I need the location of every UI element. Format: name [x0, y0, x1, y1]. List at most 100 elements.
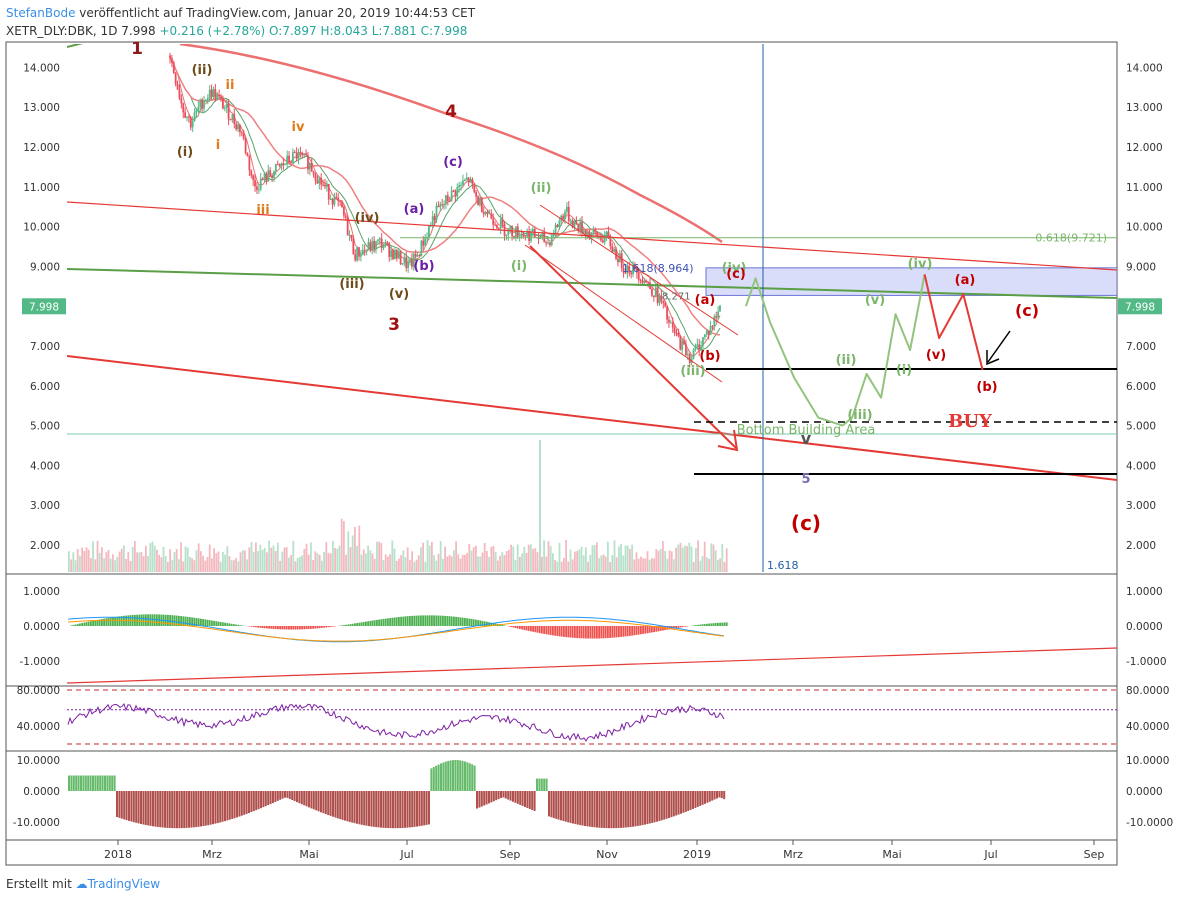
macd-hist-bar	[193, 617, 196, 626]
wave-label: (i)	[511, 259, 527, 274]
candle-body	[530, 232, 532, 241]
candle-body	[392, 250, 394, 260]
osc-bar	[94, 775, 97, 791]
wave-label: (iii)	[680, 364, 705, 379]
volume-bar	[318, 554, 321, 572]
macd-hist-bar	[329, 626, 332, 627]
candle-body	[686, 354, 689, 356]
volume-bar	[123, 545, 125, 572]
volume-bar	[706, 557, 708, 572]
macd-hist-bar	[455, 616, 457, 626]
macd-hist-bar	[479, 620, 482, 626]
macd-hist-bar	[629, 626, 631, 636]
macd-hist-bar	[149, 614, 152, 626]
macd-hist-bar	[189, 617, 191, 626]
macd-hist-bar	[98, 619, 101, 626]
macd-hist-bar	[151, 614, 154, 626]
candle-body	[273, 171, 275, 179]
volume-bar	[387, 556, 389, 572]
tradingview-logo-icon[interactable]: ☁	[75, 877, 88, 891]
osc-bar	[444, 761, 447, 791]
macd-hist-bar	[351, 623, 354, 626]
volume-bar	[213, 548, 215, 572]
candle-body	[274, 164, 277, 172]
axes: 14.000 14.000 13.000 13.000 12.000 12.000 11.0…	[22, 62, 1163, 861]
volume-bar	[626, 545, 629, 572]
tradingview-brand[interactable]: TradingView	[87, 877, 161, 891]
candle-body	[479, 197, 481, 205]
macd-hist-bar	[96, 619, 99, 626]
volume-bar	[362, 549, 365, 572]
candle-body	[297, 152, 300, 159]
macd-hist-bar	[281, 626, 284, 630]
volume-bar	[523, 546, 526, 572]
osc-bar	[286, 791, 289, 798]
ma-fast	[169, 57, 721, 357]
macd-hist-bar	[228, 623, 231, 626]
osc-bar	[476, 791, 478, 809]
macd-hist-bar	[468, 618, 471, 626]
macd-hist-bar	[404, 616, 407, 626]
wave-label: (iv)	[722, 261, 747, 276]
candle-body	[235, 123, 238, 130]
volume-bar	[277, 542, 279, 572]
chart-frame	[5, 41, 1118, 866]
macd-hist-bar	[587, 626, 589, 639]
volume-bar	[301, 555, 303, 572]
volume-bar	[675, 547, 677, 572]
candle-body	[409, 258, 411, 262]
macd-hist-bar	[305, 626, 308, 630]
macd-hist-bar	[699, 624, 702, 626]
osc-bar	[248, 791, 250, 814]
volume-bar	[305, 543, 308, 572]
candle-body	[325, 184, 328, 187]
macd-hist-bar	[180, 616, 182, 626]
osc-bar	[396, 791, 399, 829]
candle-body	[354, 254, 357, 261]
osc-bar	[682, 791, 685, 813]
candle-body	[526, 230, 529, 237]
chart-header-line1: StefanBode veröffentlicht auf TradingVie…	[6, 6, 475, 20]
osc-bar	[584, 791, 586, 826]
candle-body	[601, 240, 604, 243]
volume-bar	[466, 552, 468, 572]
candle-body	[252, 175, 255, 180]
candle-body	[552, 235, 555, 237]
volume-bar	[376, 541, 378, 572]
candle-body	[520, 233, 523, 238]
candle-body	[301, 152, 304, 156]
osc-bar	[267, 791, 270, 806]
osc-bar	[492, 791, 495, 802]
volume-bar	[90, 558, 92, 572]
volume-bar	[607, 541, 609, 572]
osc-bar	[269, 791, 272, 805]
volume-bar	[237, 561, 240, 572]
osc-bar	[593, 791, 596, 828]
volume-bar	[426, 540, 429, 572]
candle-body	[688, 354, 691, 363]
candle-body	[615, 248, 617, 259]
volume-bar	[244, 550, 246, 572]
candle-body	[305, 153, 307, 156]
candle-body	[477, 196, 479, 205]
volume-bar	[136, 552, 138, 572]
volume-bar	[488, 557, 490, 572]
volume-bar	[695, 547, 697, 572]
osc-bar	[596, 791, 598, 828]
volume-bar	[294, 561, 297, 572]
author-name[interactable]: StefanBode	[6, 6, 76, 20]
volume-bar	[692, 561, 695, 572]
osc-tick-right: -10.0000	[1126, 817, 1173, 829]
candle-body	[677, 333, 680, 336]
volume-bar	[611, 555, 614, 572]
macd-hist-bar	[446, 616, 449, 626]
wave-label: (iii)	[847, 408, 872, 423]
macd-hist-bar	[525, 626, 528, 631]
rsi-tick-left: 80.0000	[17, 685, 60, 697]
volume-bar	[481, 552, 484, 572]
osc-bar	[111, 775, 114, 791]
volume-bar	[516, 544, 519, 572]
macd-hist-bar	[204, 619, 207, 626]
volume-bar	[173, 551, 176, 572]
